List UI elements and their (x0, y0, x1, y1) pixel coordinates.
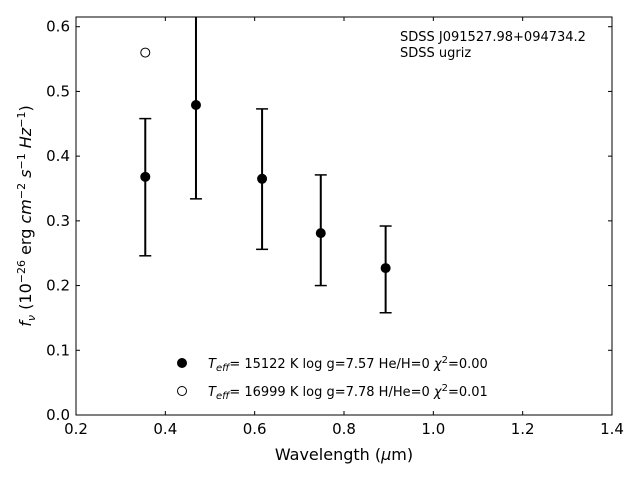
x-axis: 0.2 0.4 0.6 0.8 1.0 1.2 1.4 (64, 17, 624, 438)
observed-point (256, 108, 269, 251)
legend-marker-open (177, 386, 187, 396)
x-tick-label: 0.2 (64, 420, 88, 438)
x-axis-label: Wavelength (μm) (275, 445, 413, 464)
x-tick-label: 0.4 (153, 420, 177, 438)
data-marks (139, 17, 392, 314)
observed-marker (257, 173, 268, 184)
x-tick-label: 1.0 (421, 420, 445, 438)
y-tick-label: 0.0 (46, 406, 70, 424)
y-axis-label: fν (10−26 erg cm−2 s−1 Hz−1) (15, 105, 38, 326)
x-tick-label: 0.8 (332, 420, 356, 438)
model-open-marker (140, 47, 151, 58)
observed-marker (380, 263, 391, 274)
y-tick-label: 0.1 (46, 341, 70, 359)
legend-entry-1: Teff= 15122 K log g=7.57 He/H=0 χ2=0.00 (208, 355, 488, 374)
y-tick-label: 0.5 (46, 82, 70, 100)
y-axis: 0.0 0.1 0.2 0.3 0.4 0.5 0.6 (46, 18, 612, 424)
legend-entry-2: Teff= 16999 K log g=7.78 H/He=0 χ2=0.01 (208, 383, 488, 402)
legend-marker-filled (177, 358, 187, 368)
x-tick-label: 0.6 (243, 420, 267, 438)
observed-marker (140, 171, 151, 182)
annotation-line-1: SDSS J091527.98+094734.2 (400, 30, 586, 45)
observed-marker (190, 100, 201, 111)
annotation-line-2: SDSS ugriz (400, 46, 471, 61)
observed-point (139, 117, 152, 257)
observed-point (379, 225, 392, 314)
plot-area (75, 16, 613, 416)
observed-point (189, 17, 202, 200)
y-tick-label: 0.3 (46, 212, 70, 230)
x-tick-label: 1.4 (600, 420, 624, 438)
legend: Teff= 15122 K log g=7.57 He/H=0 χ2=0.00 … (177, 355, 488, 402)
y-tick-label: 0.4 (46, 147, 70, 165)
observed-point (314, 174, 327, 287)
y-tick-label: 0.6 (46, 18, 70, 36)
x-tick-label: 1.2 (511, 420, 535, 438)
y-tick-label: 0.2 (46, 277, 70, 295)
observed-marker (315, 228, 326, 239)
